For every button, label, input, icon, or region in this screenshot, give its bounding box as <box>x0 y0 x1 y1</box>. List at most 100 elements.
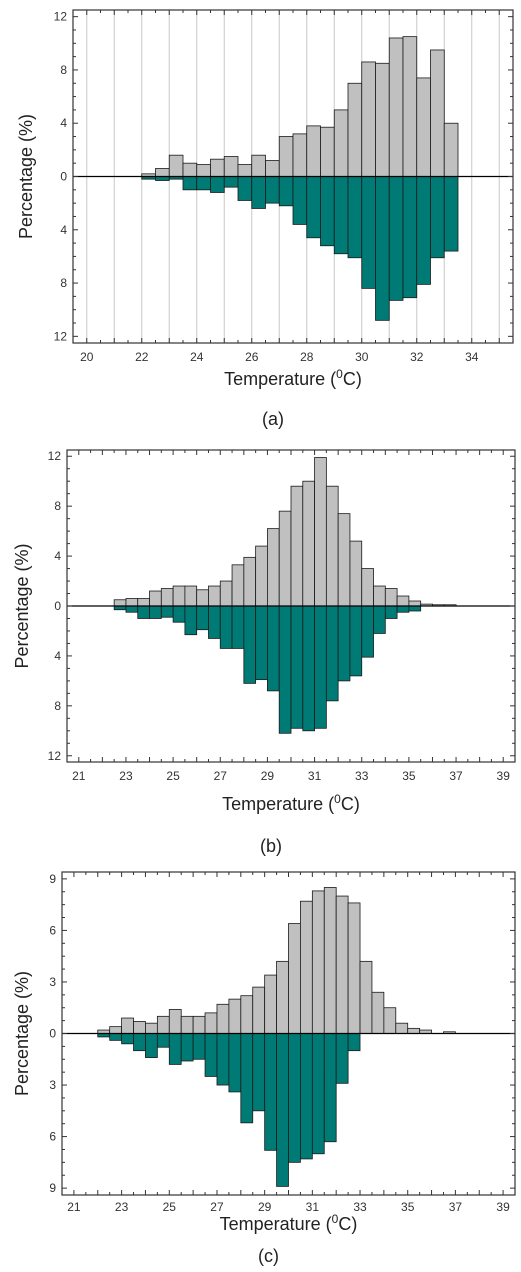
y-tick-label: 6 <box>49 923 56 937</box>
y-tick-label: 4 <box>60 116 67 130</box>
x-tick-label: 20 <box>80 350 94 364</box>
bar-upper <box>137 598 150 607</box>
y-tick-label: 12 <box>48 749 62 763</box>
bar-upper <box>192 1015 206 1034</box>
y-tick-label: 0 <box>60 170 67 184</box>
bar-upper <box>361 568 374 607</box>
bar-lower <box>375 176 390 321</box>
bar-upper <box>337 513 351 607</box>
chart-panel-3: 21 23 25 27 29 31 33 35 37 39 9 6 3 0 3 6 9 Percentage (%… <box>12 871 516 1266</box>
bar-upper <box>323 887 337 1034</box>
bar-upper <box>160 588 174 607</box>
bar-upper <box>133 1021 146 1034</box>
y-tick-label: 3 <box>49 1078 56 1092</box>
y-tick-label: 9 <box>49 1181 56 1195</box>
x-tick-label: 34 <box>465 350 479 364</box>
bar-lower <box>402 176 418 299</box>
bar-upper <box>182 162 198 177</box>
x-tick-label: 39 <box>496 1200 510 1214</box>
y-tick-label: 3 <box>49 975 56 989</box>
x-tick-label: 37 <box>449 1200 463 1214</box>
bar-upper <box>231 564 245 607</box>
bar-lower <box>264 1033 277 1151</box>
bar-upper <box>311 890 325 1034</box>
bar-lower <box>384 605 398 619</box>
y-tick-label: 4 <box>60 223 67 237</box>
bar-upper <box>383 1007 397 1034</box>
bar-upper <box>361 61 376 177</box>
x-tick-label: 35 <box>402 769 416 783</box>
bar-lower <box>145 1033 158 1058</box>
bar-lower <box>347 1033 361 1052</box>
bar-lower <box>180 1033 194 1062</box>
bar-upper <box>402 36 418 177</box>
bar-lower <box>323 1033 337 1143</box>
y-tick-label: 0 <box>49 1027 56 1041</box>
bar-lower <box>347 176 363 259</box>
bar-upper <box>384 588 398 607</box>
bar-lower <box>182 176 198 191</box>
bar-upper <box>276 960 289 1034</box>
bar-lower <box>335 1033 349 1084</box>
bar-lower <box>255 605 268 681</box>
x-tick-label: 25 <box>163 1200 177 1214</box>
bar-lower <box>388 176 404 301</box>
bar-lower <box>204 1033 218 1077</box>
bar-lower <box>349 605 363 677</box>
bar-lower <box>278 176 294 207</box>
bar-upper <box>208 585 221 607</box>
x-tick-label: 30 <box>355 350 369 364</box>
bar-upper <box>306 125 321 177</box>
bar-upper <box>265 160 280 177</box>
bar-lower <box>416 176 431 285</box>
bar-upper <box>109 1026 123 1034</box>
bar-upper <box>333 109 349 177</box>
x-tick-label: 29 <box>258 1200 272 1214</box>
bar-upper <box>443 122 459 177</box>
bar-upper <box>302 480 315 607</box>
bar-lower <box>333 176 349 255</box>
panel-label: (c) <box>258 1246 279 1266</box>
y-tick-label: 9 <box>49 872 56 886</box>
x-tick-label: 31 <box>306 1200 320 1214</box>
x-tick-label: 39 <box>497 769 511 783</box>
bar-upper <box>349 540 363 607</box>
bar-lower <box>133 1033 146 1052</box>
bar-upper <box>407 1027 421 1034</box>
x-axis-title: Temperature (0C) <box>224 367 362 389</box>
chart-panel-2: 21 23 25 27 29 31 33 35 37 39 12 8 4 0 4 8 12 Percentage … <box>12 449 516 856</box>
bar-upper <box>416 77 431 177</box>
bar-upper <box>292 133 308 177</box>
bar-upper <box>149 590 162 607</box>
bar-upper <box>278 510 292 607</box>
bar-upper <box>430 49 445 177</box>
bar-upper <box>396 595 410 607</box>
x-tick-label: 31 <box>308 769 322 783</box>
bar-upper <box>347 902 361 1034</box>
x-tick-label: 35 <box>401 1200 415 1214</box>
bar-upper <box>395 1022 409 1034</box>
x-tick-label: 33 <box>353 1200 367 1214</box>
y-tick-label: 12 <box>54 10 68 24</box>
bar-lower <box>208 605 221 639</box>
bar-upper <box>216 1003 230 1034</box>
bar-upper <box>252 986 266 1034</box>
bar-lower <box>288 1033 301 1163</box>
bar-lower <box>137 605 150 619</box>
bar-upper <box>228 998 242 1034</box>
x-tick-label: 25 <box>166 769 180 783</box>
y-tick-label: 0 <box>54 599 61 613</box>
bar-upper <box>113 599 127 607</box>
y-tick-label: 6 <box>49 1130 56 1144</box>
bar-lower <box>267 605 280 692</box>
bar-lower <box>149 605 162 619</box>
bar-upper <box>408 600 422 607</box>
bar-upper <box>204 1012 218 1034</box>
bar-lower <box>311 1033 325 1155</box>
bar-upper <box>210 158 225 177</box>
bar-upper <box>155 168 170 177</box>
bar-lower <box>243 605 257 684</box>
bar-lower <box>306 176 321 239</box>
x-tick-label: 21 <box>67 1200 81 1214</box>
bar-lower <box>361 176 376 289</box>
